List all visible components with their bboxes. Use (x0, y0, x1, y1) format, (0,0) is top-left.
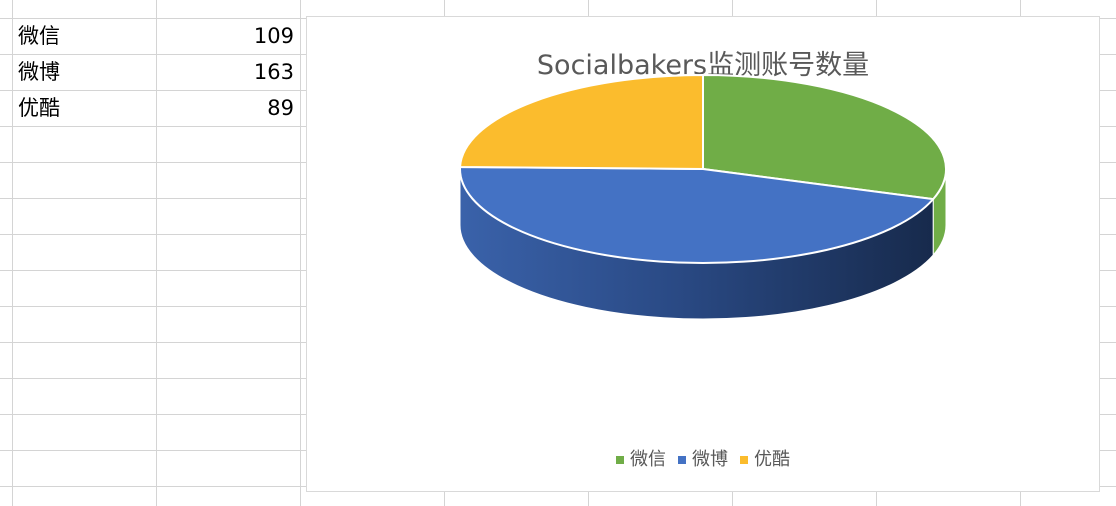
legend-label-1: 微信 (630, 449, 666, 470)
pie-slice-1[interactable] (702, 74, 947, 201)
legend-swatch-1 (616, 456, 624, 464)
pie-chart (459, 74, 947, 320)
legend-label-2: 微博 (692, 449, 728, 470)
legend-swatch-2 (678, 456, 686, 464)
pie-slice-3[interactable] (459, 74, 704, 170)
legend-item-1[interactable]: 微信 (616, 445, 666, 471)
cell-value-1[interactable]: 109 (253, 24, 294, 48)
chart-area[interactable]: Socialbakers监测账号数量 微信 微博 优酷 (306, 16, 1100, 492)
cell-value-2[interactable]: 163 (253, 60, 294, 84)
legend-item-2[interactable]: 微博 (678, 445, 728, 471)
pie-slice-2[interactable] (459, 165, 935, 264)
cell-value-3[interactable]: 89 (267, 96, 294, 120)
cell-name-2[interactable]: 微博 (18, 60, 60, 84)
pie-slices (459, 74, 947, 264)
cell-name-1[interactable]: 微信 (18, 24, 60, 48)
chart-legend: 微信 微博 优酷 (307, 445, 1099, 471)
legend-item-3[interactable]: 优酷 (740, 445, 790, 471)
legend-swatch-3 (740, 456, 748, 464)
legend-label-3: 优酷 (754, 449, 790, 470)
cell-name-3[interactable]: 优酷 (18, 96, 60, 120)
